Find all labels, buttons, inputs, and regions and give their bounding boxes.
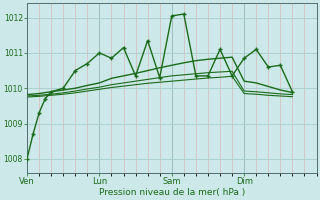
X-axis label: Pression niveau de la mer( hPa ): Pression niveau de la mer( hPa ): [99, 188, 245, 197]
